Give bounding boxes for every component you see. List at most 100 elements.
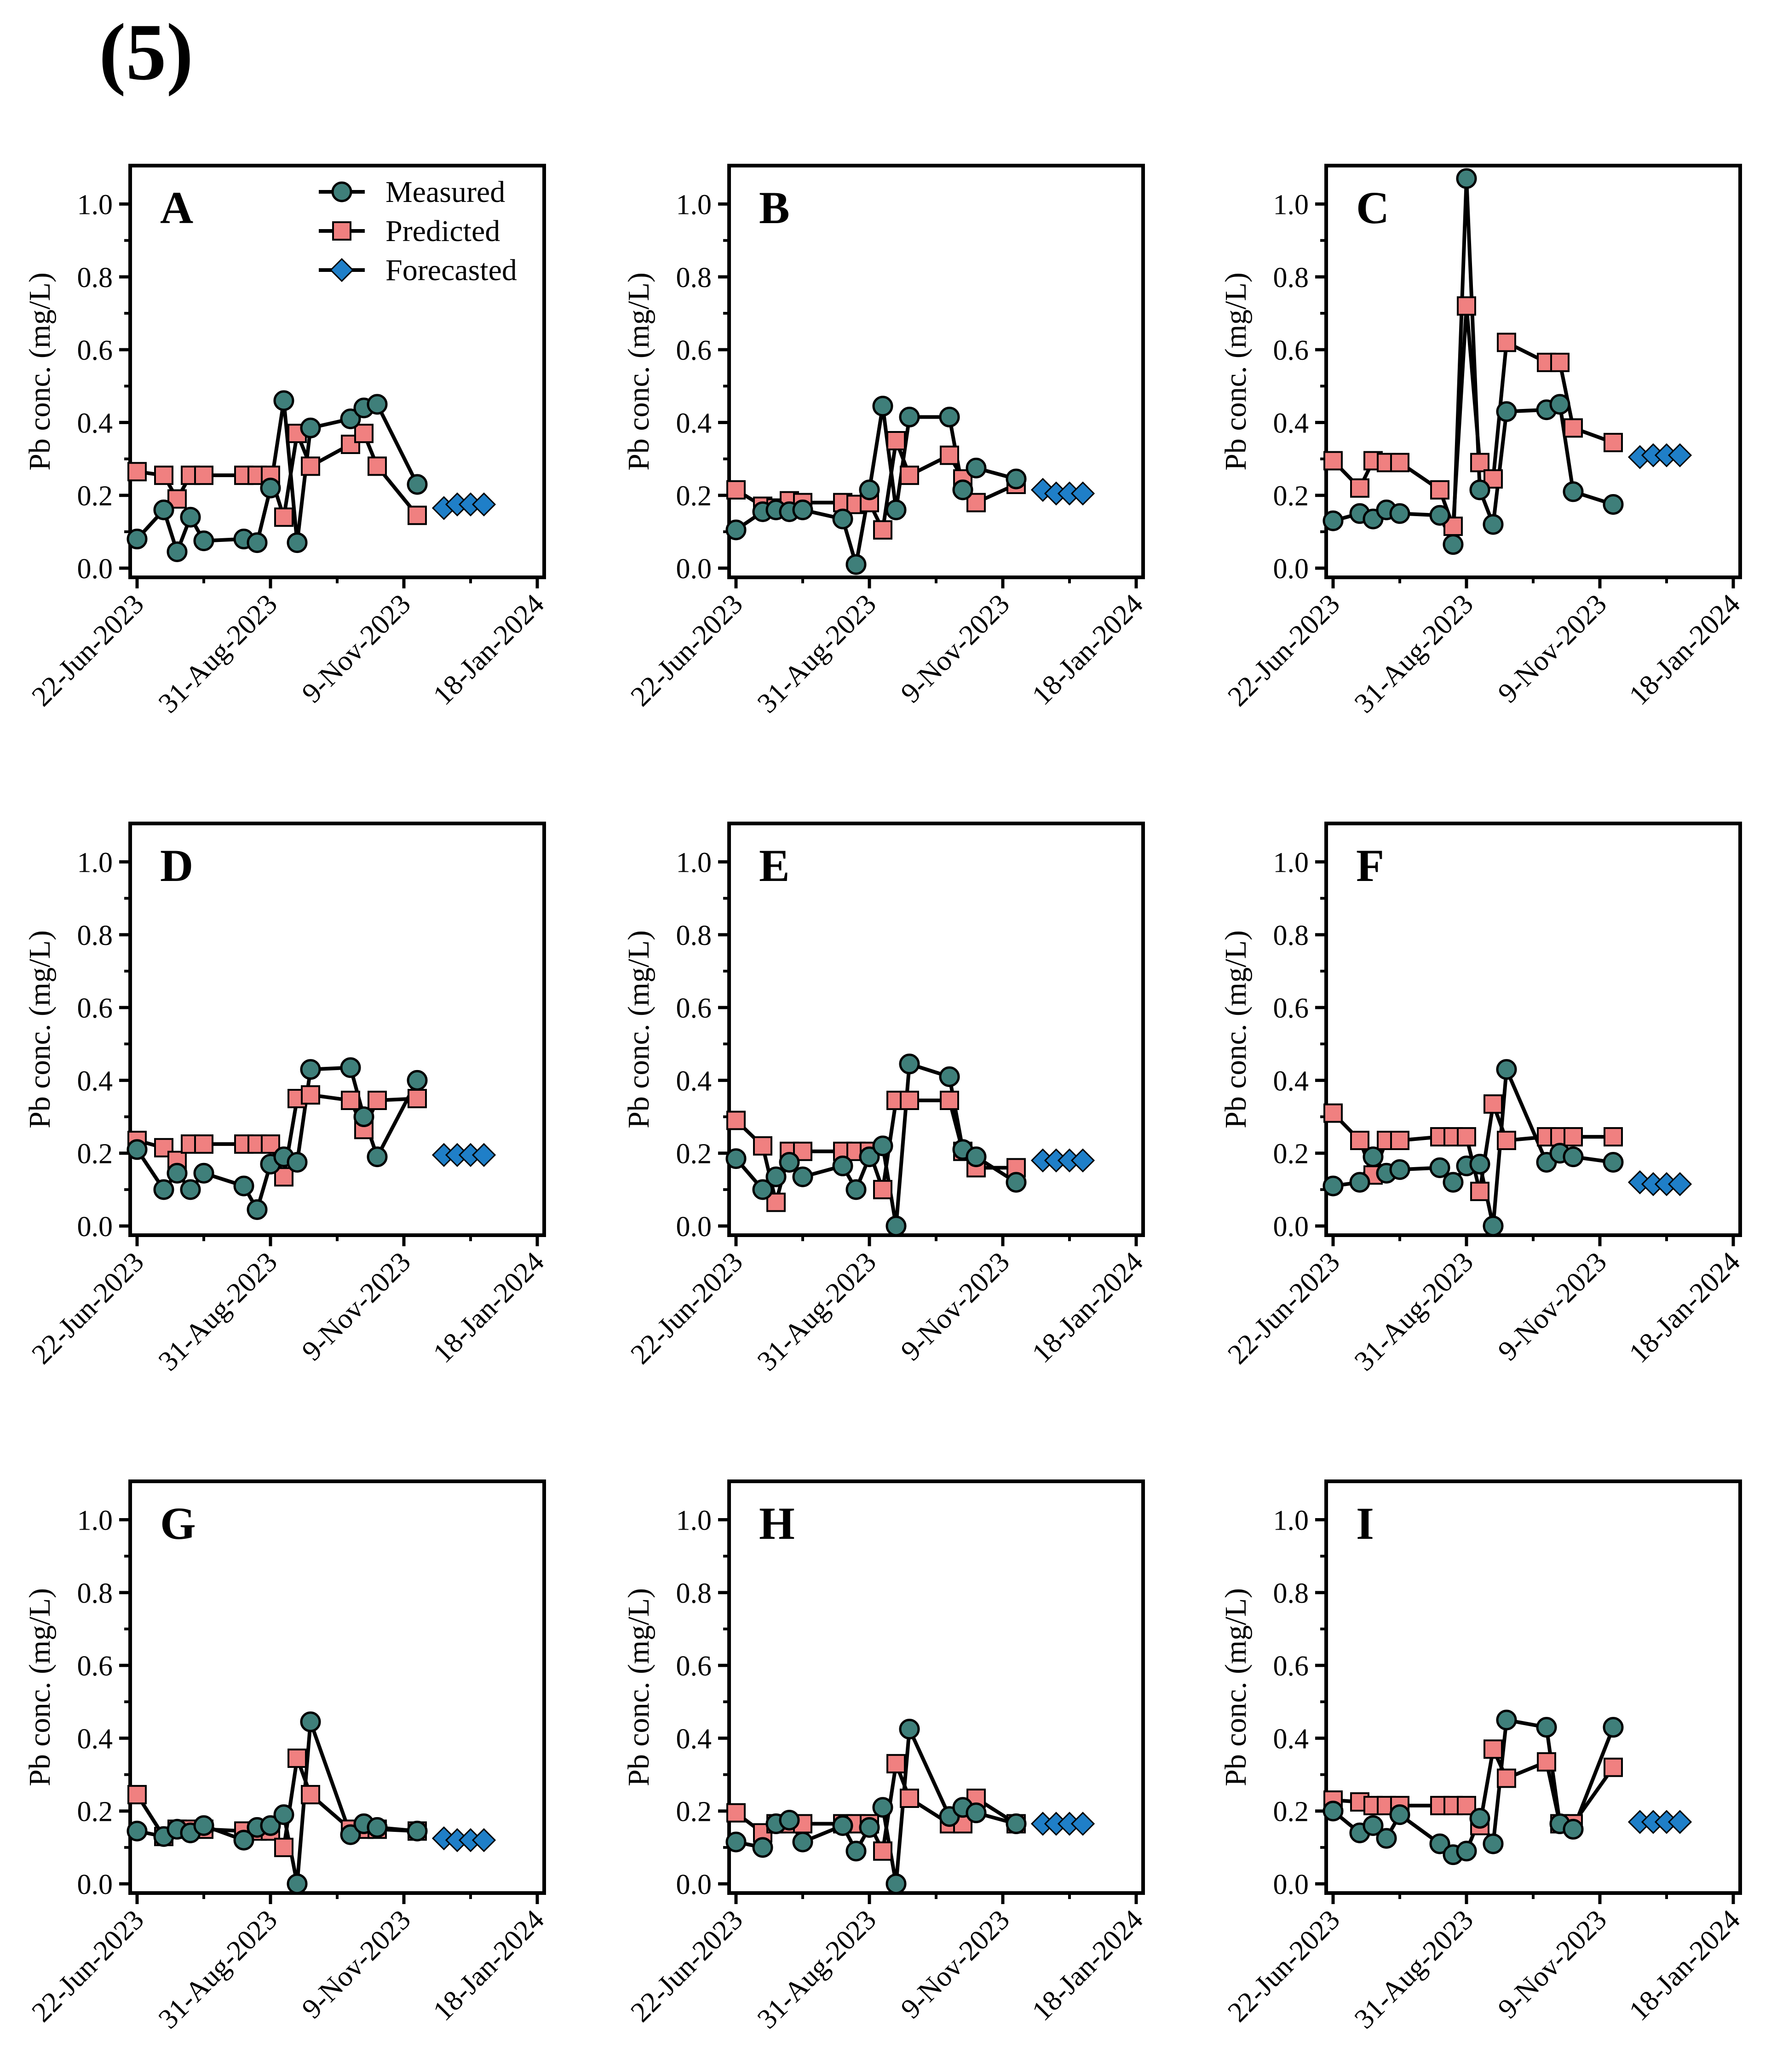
measured-point	[832, 1815, 853, 1836]
measured-point	[1443, 534, 1464, 555]
measured-point	[247, 1199, 268, 1220]
predicted-point	[1430, 480, 1449, 500]
measured-point	[1322, 510, 1344, 531]
predicted-point	[167, 489, 187, 509]
forecasted-point	[1070, 481, 1095, 506]
measured-point	[300, 1711, 321, 1732]
y-tick-label: 0.4	[77, 1723, 113, 1755]
measured-point	[273, 390, 294, 411]
measured-point	[1429, 1157, 1450, 1178]
measured-point	[367, 394, 388, 415]
measured-point	[859, 479, 880, 501]
y-tick-label: 0.2	[1273, 1139, 1309, 1170]
measured-point	[845, 554, 867, 575]
measured-point	[1603, 494, 1624, 515]
predicted-point	[274, 1837, 293, 1857]
forecasted-point	[1668, 1172, 1692, 1197]
y-tick-label: 0.8	[77, 920, 113, 951]
y-tick-label: 1.0	[676, 1505, 712, 1537]
predicted-point	[1350, 1131, 1369, 1151]
y-axis-title: Pb conc. (mg/L)	[622, 930, 656, 1128]
measured-point	[792, 1166, 813, 1187]
measured-point	[340, 408, 361, 429]
predicted-point	[900, 466, 919, 485]
predicted-point	[753, 1136, 772, 1156]
y-tick-label: 0.6	[1273, 1651, 1309, 1682]
y-tick-label: 0.4	[676, 1723, 712, 1755]
measured-point	[407, 1820, 428, 1842]
y-tick-label: 0.2	[676, 1139, 712, 1170]
predicted-point	[726, 480, 746, 500]
measured-point	[1483, 1215, 1504, 1237]
measured-point	[792, 499, 813, 520]
predicted-point	[1457, 1127, 1476, 1147]
legend-predicted-marker	[332, 221, 351, 241]
panel-letter: G	[160, 1498, 196, 1549]
measured-point	[872, 396, 893, 417]
forecasted-point	[1070, 1812, 1095, 1836]
y-tick-label: 0.8	[676, 262, 712, 294]
predicted-point	[1497, 333, 1516, 352]
legend-label-measured: Measured	[385, 175, 505, 209]
measured-point	[939, 407, 960, 428]
measured-point	[832, 508, 853, 530]
forecasted-point	[1668, 1810, 1692, 1834]
predicted-point	[1470, 1181, 1489, 1201]
y-tick-label: 0.2	[676, 1796, 712, 1828]
y-axis-title: Pb conc. (mg/L)	[1219, 272, 1253, 471]
y-tick-label: 0.6	[1273, 993, 1309, 1024]
measured-point	[792, 1831, 813, 1853]
measured-point	[193, 1163, 214, 1184]
predicted-point	[1497, 1768, 1516, 1788]
measured-point	[1429, 505, 1450, 526]
y-tick-label: 0.0	[1273, 553, 1309, 585]
measured-point	[779, 1809, 800, 1830]
measured-point	[765, 1166, 787, 1187]
measured-point	[859, 1146, 880, 1168]
forecasted-point	[472, 492, 496, 517]
y-tick-label: 0.4	[1273, 408, 1309, 439]
y-tick-label: 0.0	[676, 553, 712, 585]
y-tick-label: 0.4	[77, 1065, 113, 1097]
measured-point	[407, 474, 428, 495]
measured-point	[407, 1070, 428, 1091]
measured-point	[1389, 1804, 1410, 1825]
panel-letter: E	[759, 840, 790, 891]
predicted-point	[726, 1803, 746, 1823]
predicted-point	[1564, 418, 1583, 438]
measured-point	[287, 1151, 308, 1173]
measured-point	[1536, 1717, 1557, 1738]
measured-point	[193, 1815, 214, 1836]
predicted-point	[1390, 453, 1409, 472]
measured-point	[966, 457, 987, 478]
y-tick-label: 0.0	[676, 1869, 712, 1900]
measured-point	[1363, 1815, 1384, 1836]
measured-point	[153, 499, 174, 520]
measured-point	[1549, 394, 1570, 415]
measured-point	[966, 1146, 987, 1168]
measured-point	[845, 1841, 867, 1862]
measured-point	[966, 1802, 987, 1824]
y-tick-label: 0.8	[1273, 1578, 1309, 1609]
predicted-point	[900, 1789, 919, 1808]
measured-point	[287, 532, 308, 553]
measured-point	[1603, 1717, 1624, 1738]
y-tick-label: 0.8	[1273, 920, 1309, 951]
y-tick-label: 0.4	[1273, 1065, 1309, 1097]
y-tick-label: 0.0	[77, 1869, 113, 1900]
measured-point	[725, 1831, 747, 1853]
measured-point	[725, 519, 747, 541]
measured-point	[779, 1151, 800, 1173]
panel-letter: I	[1356, 1498, 1374, 1549]
y-tick-label: 0.0	[77, 553, 113, 585]
measured-point	[260, 478, 281, 499]
y-tick-label: 1.0	[1273, 847, 1309, 879]
measured-point	[233, 1830, 254, 1851]
predicted-point	[1457, 296, 1476, 316]
measured-point	[1322, 1801, 1344, 1822]
predicted-point	[1604, 1757, 1623, 1777]
predicted-point	[127, 1785, 147, 1805]
predicted-point	[354, 424, 374, 443]
predicted-point	[873, 1841, 892, 1861]
y-tick-label: 0.0	[77, 1211, 113, 1243]
